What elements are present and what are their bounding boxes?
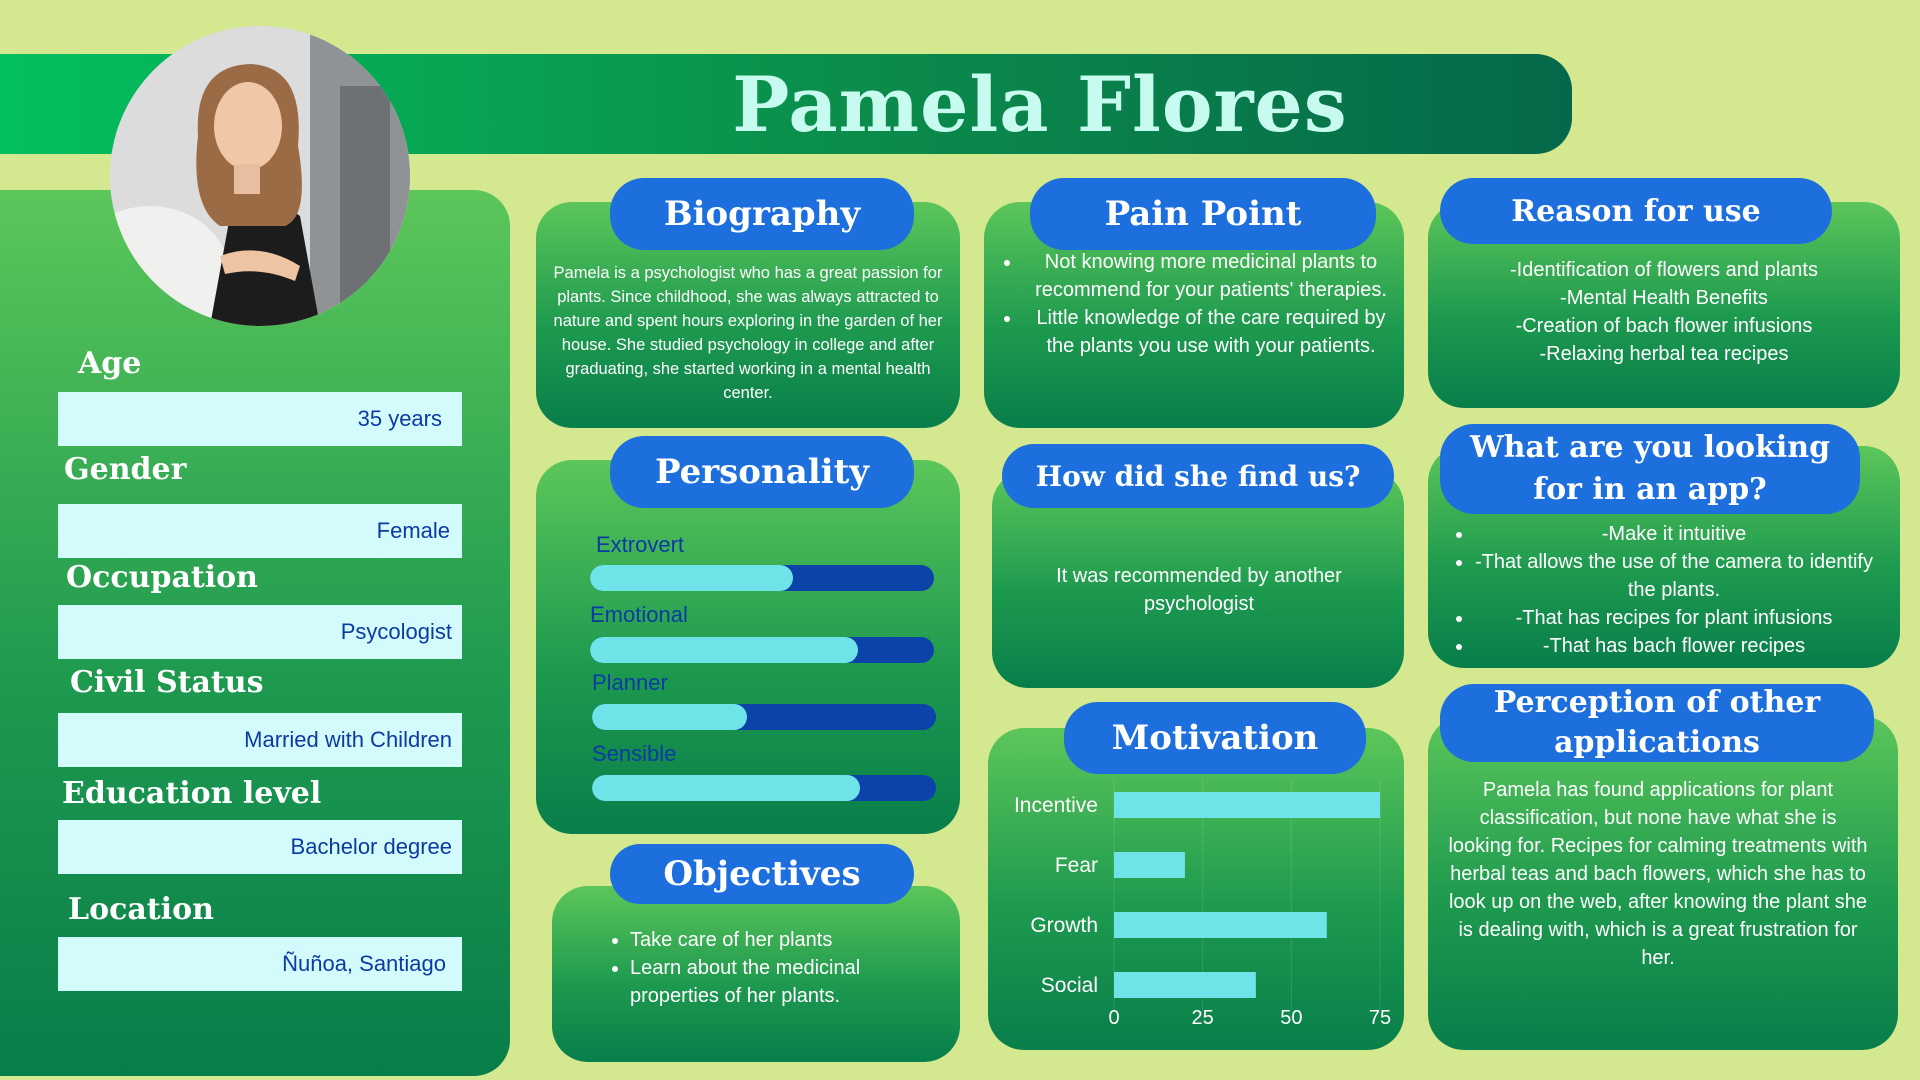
reason-item: -Identification of flowers and plants: [1510, 259, 1818, 281]
trait-label-emotional: Emotional: [590, 602, 688, 627]
looking-for-list: -Make it intuitive -That allows the use …: [1446, 520, 1874, 660]
x-tick-label: 0: [1108, 1007, 1119, 1029]
bar-social: [1114, 972, 1256, 998]
objective-item: Learn about the medicinal properties of …: [630, 954, 932, 1010]
education-label: Education level: [62, 776, 322, 811]
category-label-social: Social: [1041, 974, 1098, 997]
looking-for-item: -That allows the use of the camera to id…: [1474, 548, 1874, 604]
profile-photo: [110, 26, 410, 326]
category-label-fear: Fear: [1055, 854, 1098, 877]
x-tick-label: 50: [1280, 1007, 1302, 1029]
pain-point-list: Not knowing more medicinal plants to rec…: [994, 248, 1400, 360]
trait-label-extrovert: Extrovert: [596, 532, 685, 557]
looking-for-title: What are you looking for in an app?: [1440, 424, 1860, 514]
perception-title: Perception of other applications: [1440, 684, 1874, 762]
occupation-label: Occupation: [66, 560, 258, 595]
trait-fill-emotional: [590, 637, 859, 663]
pain-point-item: Little knowledge of the care required by…: [1022, 304, 1400, 360]
civil-status-field: Married with Children: [58, 713, 462, 767]
objective-item: Take care of her plants: [630, 926, 932, 954]
persona-name: Pamela Flores: [732, 59, 1348, 149]
trait-fill-extrovert: [590, 565, 793, 591]
location-field: Ñuñoa, Santiago: [58, 937, 462, 991]
portrait-image: [110, 26, 410, 326]
trait-fill-sensible: [592, 775, 861, 801]
trait-label-sensible: Sensible: [592, 741, 677, 766]
bar-fear: [1114, 852, 1185, 878]
reason-title: Reason for use: [1440, 178, 1832, 244]
perception-card: [1428, 716, 1898, 1050]
gender-field: Female: [58, 504, 462, 558]
category-label-growth: Growth: [1030, 914, 1098, 937]
objectives-card: [552, 886, 960, 1062]
looking-for-item: -Make it intuitive: [1474, 520, 1874, 548]
perception-text: Pamela has found applications for plant …: [1448, 779, 1868, 969]
x-tick-label: 25: [1192, 1007, 1214, 1029]
biography-title: Biography: [610, 178, 914, 250]
civil-status-label: Civil Status: [70, 665, 264, 700]
find-us-text: It was recommended by another psychologi…: [1056, 565, 1342, 615]
motivation-chart: Incentive Fear Growth Social 0 25 50 75: [1014, 780, 1391, 1029]
trait-bar-planner: [592, 704, 936, 730]
pain-point-item: Not knowing more medicinal plants to rec…: [1022, 248, 1400, 304]
trait-bar-sensible: [592, 775, 936, 801]
objectives-title: Objectives: [610, 844, 914, 904]
looking-for-item: -That has bach flower recipes: [1474, 632, 1874, 660]
education-field: Bachelor degree: [58, 820, 462, 874]
biography-text: Pamela is a psychologist who has a great…: [553, 264, 943, 402]
category-label-incentive: Incentive: [1014, 794, 1098, 817]
location-label: Location: [68, 892, 214, 927]
reason-item: -Creation of bach flower infusions: [1515, 315, 1813, 337]
pain-point-title: Pain Point: [1030, 178, 1376, 250]
bar-growth: [1114, 912, 1327, 938]
age-label: Age: [78, 346, 142, 381]
reason-item: -Mental Health Benefits: [1560, 287, 1768, 309]
reason-list: -Identification of flowers and plants -M…: [1438, 256, 1890, 368]
occupation-field: Psycologist: [58, 605, 462, 659]
trait-bar-extrovert: [590, 565, 934, 591]
gender-label: Gender: [64, 452, 187, 487]
trait-fill-planner: [592, 704, 747, 730]
trait-bar-emotional: [590, 637, 934, 663]
personality-title: Personality: [610, 436, 914, 508]
bar-incentive: [1114, 792, 1380, 818]
reason-item: -Relaxing herbal tea recipes: [1539, 343, 1789, 365]
trait-label-planner: Planner: [592, 670, 668, 695]
motivation-title: Motivation: [1064, 702, 1366, 774]
objectives-list: Take care of her plants Learn about the …: [602, 926, 932, 1010]
looking-for-item: -That has recipes for plant infusions: [1474, 604, 1874, 632]
age-field: 35 years: [58, 392, 462, 446]
x-tick-label: 75: [1369, 1007, 1391, 1029]
find-us-title: How did she find us?: [1002, 444, 1394, 508]
